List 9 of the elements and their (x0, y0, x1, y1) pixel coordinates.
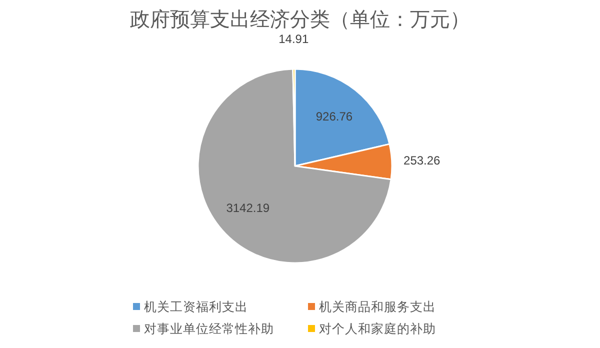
legend-label: 对事业单位经常性补助 (144, 321, 274, 336)
data-label: 926.76 (316, 110, 353, 124)
legend-label: 机关工资福利支出 (144, 299, 248, 314)
legend-label: 机关商品和服务支出 (319, 299, 436, 314)
data-label: 3142.19 (226, 200, 270, 215)
chart-title: 政府预算支出经济分类（单位：万元） (130, 7, 470, 31)
legend-label: 对个人和家庭的补助 (319, 321, 436, 336)
data-label: 253.26 (404, 153, 441, 168)
data-label: 14.91 (278, 32, 309, 46)
